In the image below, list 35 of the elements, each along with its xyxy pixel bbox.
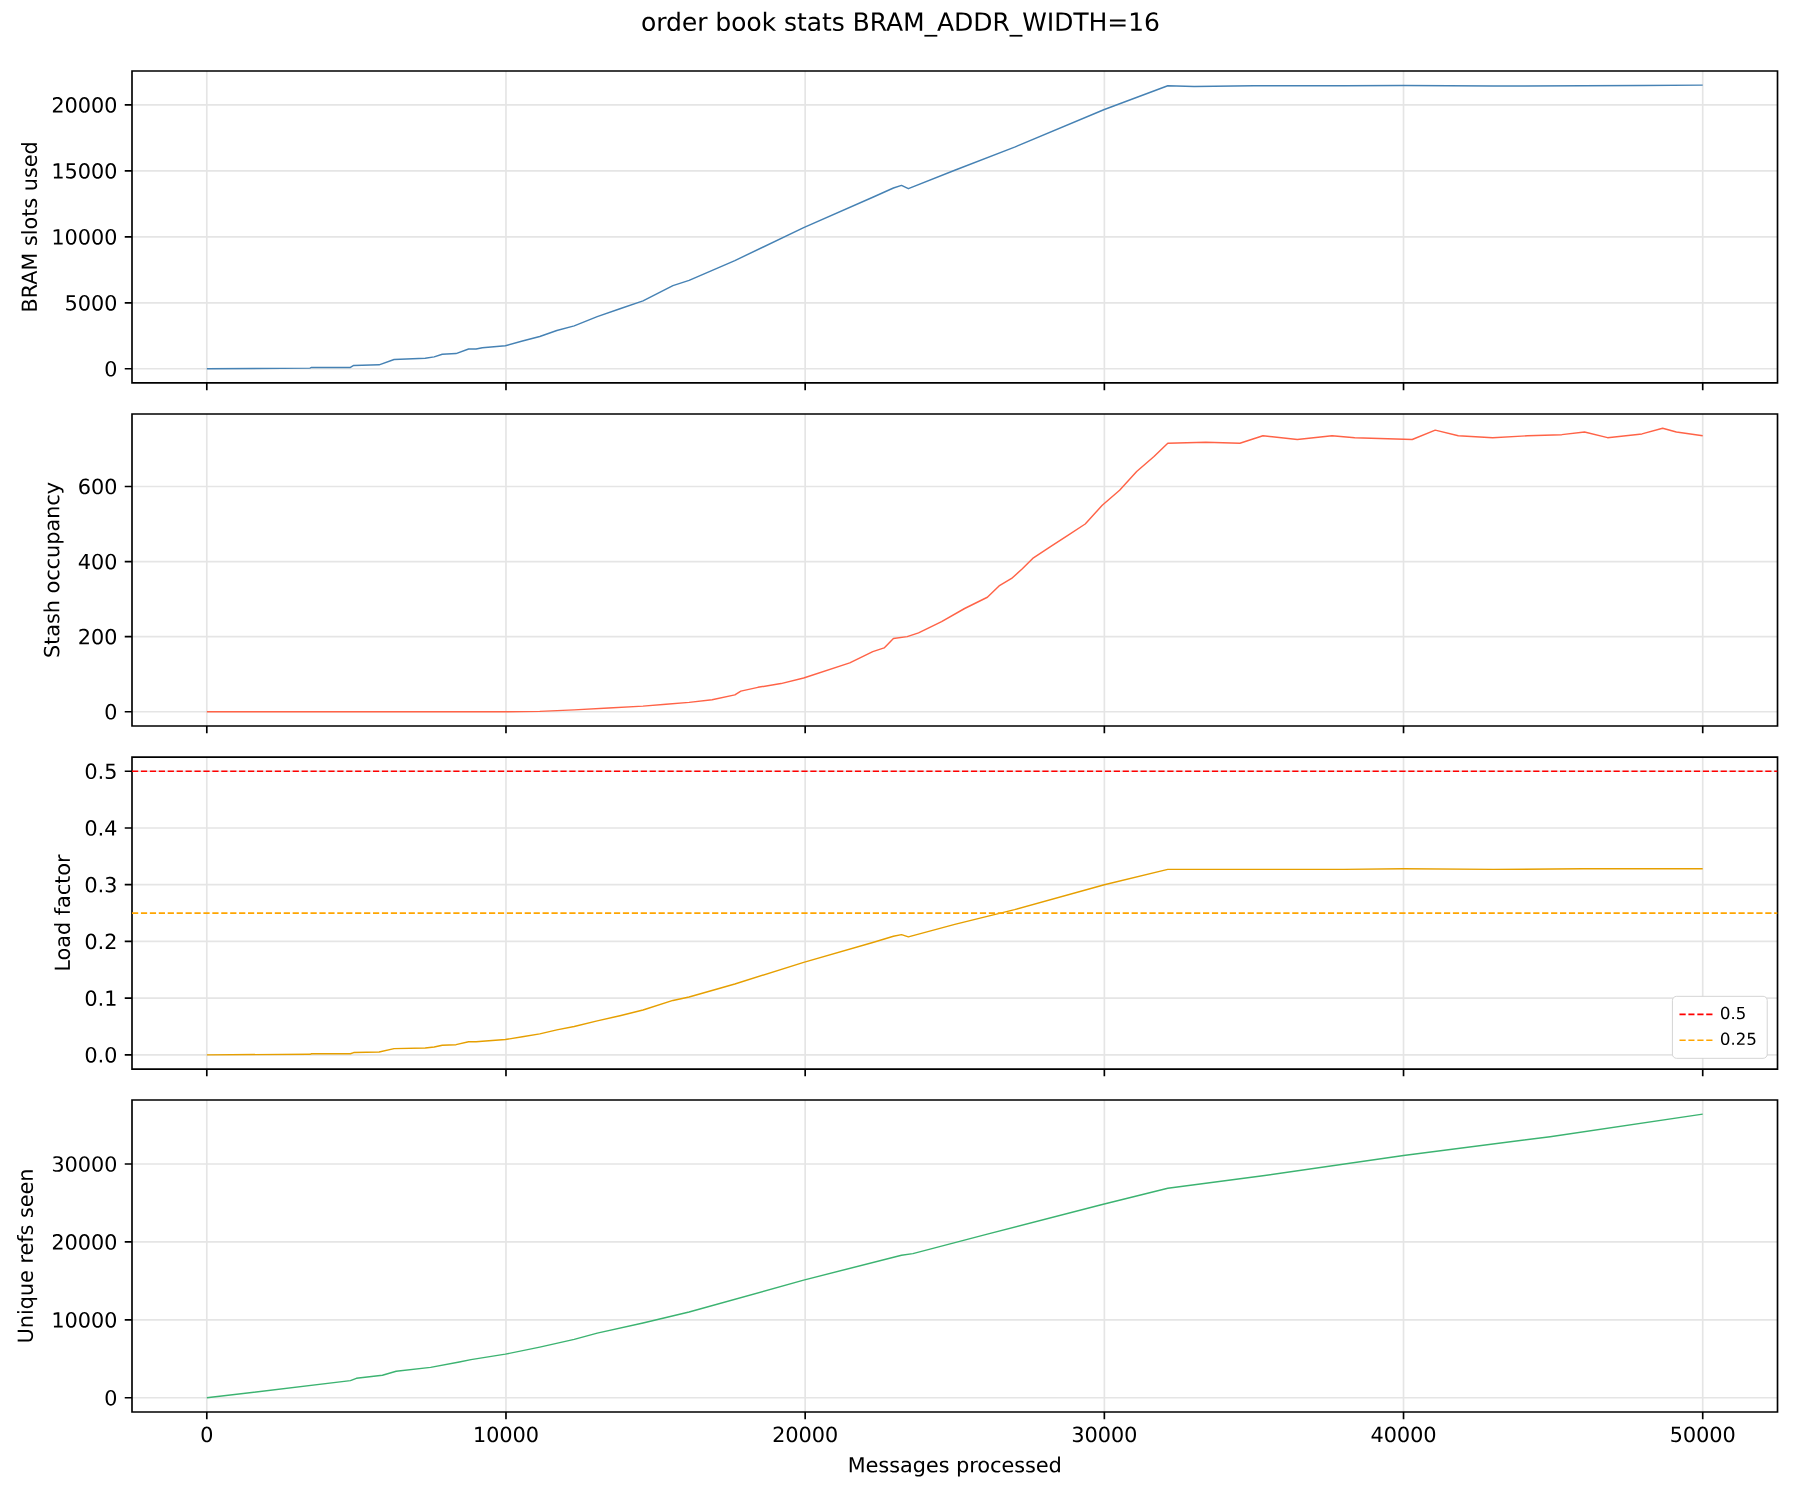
y-tick-label: 20000 (52, 97, 117, 113)
y-tick-label: 0.5 (85, 763, 116, 780)
x-tick-label: 0 (201, 1426, 213, 1443)
x-tick-label: 50000 (1671, 1426, 1735, 1443)
y-tick-label: 0.3 (85, 876, 116, 893)
x-tick-label: 40000 (1371, 1426, 1436, 1443)
x-tick-label: 10000 (475, 1426, 538, 1443)
y-tick-label: 5000 (66, 294, 117, 311)
y-tick-label: 200 (79, 628, 117, 645)
y-tick-label: 10000 (53, 1311, 117, 1328)
y-tick-label: 20000 (52, 1234, 117, 1250)
y-tick-label: 30000 (52, 1156, 117, 1172)
chart-title: order book stats BRAM_ADDR_WIDTH=16 (642, 11, 1159, 37)
line-series (206, 1113, 1704, 1399)
y-tick-label: 0.4 (85, 820, 117, 836)
legend-label: 0.5 (1720, 1006, 1745, 1020)
x-tick-label: 30000 (1072, 1426, 1136, 1443)
y-tick-label: 0 (105, 360, 117, 377)
y-tick-label: 10000 (53, 228, 117, 245)
y-tick-label: 0.0 (85, 1047, 117, 1063)
y-tick-label: 600 (79, 478, 117, 495)
y-tick-label: 0 (105, 703, 117, 720)
y-tick-label: 400 (78, 553, 117, 570)
legend-label: 0.25 (1720, 1032, 1756, 1046)
y-axis-title: Load factor (54, 854, 71, 970)
y-axis-title: Stash occupancy (43, 482, 64, 657)
x-axis-title: Messages processed (849, 1456, 1060, 1477)
y-tick-label: 0.2 (85, 933, 116, 950)
y-tick-label: 15000 (53, 163, 117, 179)
y-axis-title: BRAM slots used (21, 143, 38, 311)
y-tick-label: 0.1 (85, 990, 116, 1006)
line-series (206, 84, 1704, 370)
y-tick-label: 0 (105, 1389, 117, 1406)
y-axis-title: Unique refs seen (17, 1170, 38, 1342)
x-tick-label: 20000 (773, 1426, 837, 1443)
